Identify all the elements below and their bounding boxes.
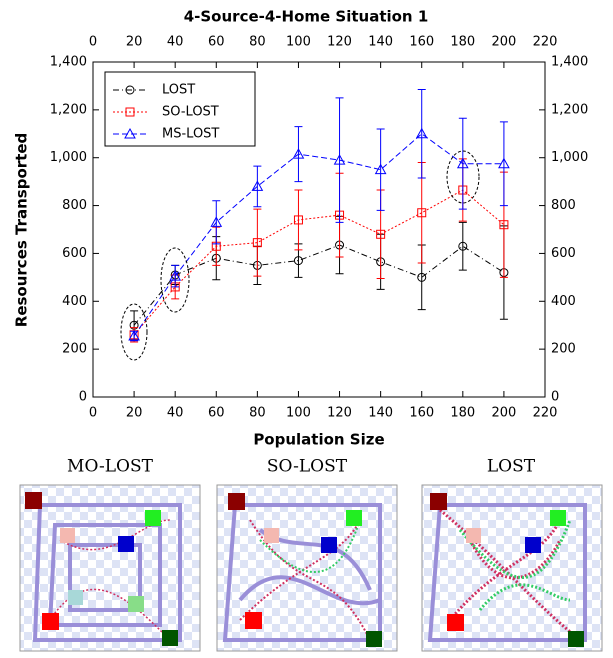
highlight-ellipse [120, 303, 148, 361]
point-marker [415, 127, 428, 139]
x-tick-label: 60 [208, 406, 225, 421]
y-tick-label-right: 600 [551, 246, 576, 261]
error-bar [253, 165, 262, 208]
point-marker [417, 208, 427, 218]
y-tick-label: 1,400 [50, 55, 87, 70]
highlight-ellipse [446, 150, 480, 204]
y-tick-label-right: 800 [551, 198, 576, 213]
panel-title: LOST [487, 457, 536, 477]
y-tick-label: 1,000 [50, 150, 87, 165]
x-tick-label-top: 200 [491, 35, 516, 50]
x-tick-label: 0 [89, 406, 97, 421]
x-tick-label-top: 220 [533, 35, 558, 50]
point-marker [376, 229, 386, 239]
x-tick-label: 120 [327, 406, 352, 421]
legend-label: MS-LOST [162, 127, 219, 142]
x-tick-label: 80 [249, 406, 266, 421]
error-bar [294, 189, 303, 251]
legend-label: SO-LOST [162, 105, 219, 120]
error-bar [335, 97, 344, 223]
panel-title: MO-LOST [67, 457, 154, 477]
x-tick-label: 220 [533, 406, 558, 421]
x-tick-label-top: 60 [208, 35, 225, 50]
y-tick-label: 1,200 [50, 102, 87, 117]
point-marker [499, 220, 509, 230]
point-marker [458, 241, 468, 251]
legend-box [104, 71, 256, 147]
point-marker [374, 163, 387, 175]
panel-image [19, 484, 201, 652]
x-tick-label: 20 [126, 406, 143, 421]
y-tick-label: 400 [62, 294, 87, 309]
y-tick-label-right: 1,200 [551, 102, 588, 117]
y-tick-label-right: 200 [551, 342, 576, 357]
series-line [133, 244, 505, 326]
point-marker [293, 215, 303, 225]
y-tick-label-right: 400 [551, 294, 576, 309]
point-marker [125, 107, 135, 117]
y-tick-label-right: 1,000 [551, 150, 588, 165]
point-marker [456, 157, 469, 169]
x-tick-label-top: 120 [327, 35, 352, 50]
error-bar [294, 126, 303, 183]
point-marker [251, 180, 264, 191]
point-marker [124, 127, 136, 139]
point-marker [498, 157, 510, 169]
x-tick-label-top: 0 [89, 35, 97, 50]
error-bar [376, 128, 385, 211]
y-tick-label-right: 0 [551, 390, 559, 405]
legend: LOST SO-LOST MS-LOST [113, 83, 219, 142]
error-bar [253, 208, 262, 277]
x-tick-label: 100 [286, 406, 311, 421]
error-bar [458, 221, 467, 271]
series-line [133, 189, 505, 336]
x-axis-label: Population Size [253, 431, 384, 449]
x-tick-label-top: 180 [450, 35, 475, 50]
y-tick-label: 600 [62, 246, 87, 261]
point-marker [252, 238, 262, 248]
x-tick-label: 180 [450, 406, 475, 421]
x-tick-label: 40 [167, 406, 184, 421]
panel-title: SO-LOST [267, 457, 348, 477]
panel-image [216, 484, 398, 652]
error-bar [417, 89, 426, 179]
point-marker [128, 329, 140, 341]
series-line [133, 133, 504, 337]
x-tick-label-top: 20 [126, 35, 143, 50]
point-marker [293, 256, 303, 266]
error-bar [499, 121, 508, 207]
x-tick-label-top: 140 [368, 35, 393, 50]
point-marker [292, 148, 305, 159]
panel-image [421, 484, 603, 652]
y-tick-label: 200 [62, 342, 87, 357]
plot-frame [92, 61, 546, 398]
x-tick-label-top: 40 [167, 35, 184, 50]
point-marker [333, 154, 346, 165]
point-marker [169, 270, 182, 281]
x-tick-label-top: 160 [409, 35, 434, 50]
plot-area: 0020204040606080801001001201201401401601… [50, 35, 588, 421]
y-axis-label: Resources Transported [13, 133, 31, 327]
point-marker [125, 85, 135, 95]
x-tick-label-top: 100 [286, 35, 311, 50]
legend-label: LOST [162, 83, 195, 98]
error-bar [171, 264, 180, 288]
chart-title: 4-Source-4-Home Situation 1 [184, 8, 429, 26]
point-marker [210, 216, 223, 227]
y-tick-label: 0 [79, 390, 87, 405]
x-tick-label-top: 80 [249, 35, 266, 50]
highlight-ellipse [160, 247, 190, 313]
x-tick-label: 160 [409, 406, 434, 421]
x-tick-label: 140 [368, 406, 393, 421]
error-bar [458, 117, 467, 210]
y-tick-label: 800 [62, 198, 87, 213]
point-marker [417, 272, 427, 282]
error-bar [212, 200, 221, 245]
y-tick-label-right: 1,400 [551, 55, 588, 70]
x-tick-label: 200 [491, 406, 516, 421]
